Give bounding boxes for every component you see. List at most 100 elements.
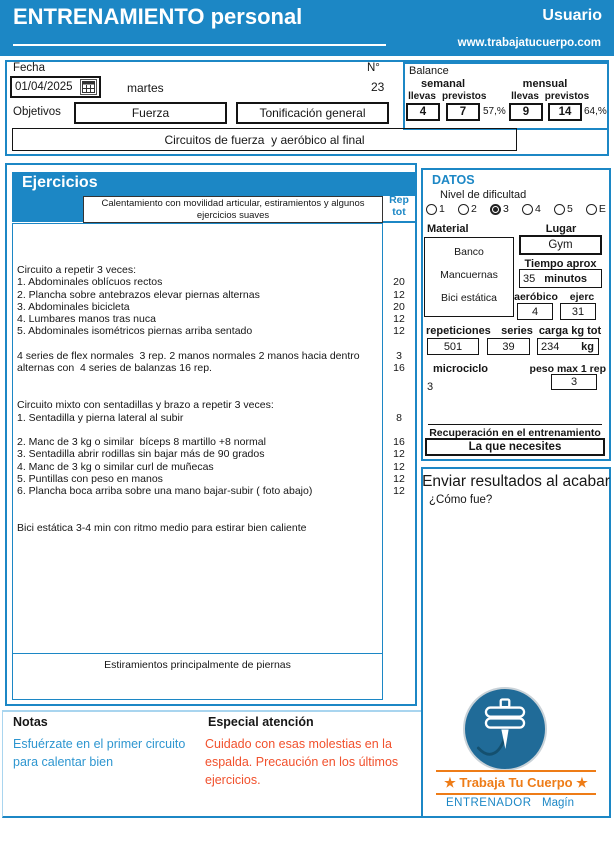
warmup-note: Calentamiento con movilidad articular, e… [83,196,383,223]
entrenador-label: ENTRENADOR [446,797,532,809]
tiempo-label: Tiempo aprox [524,258,597,270]
radio-icon [521,203,533,215]
semanal-llevas-field[interactable]: 4 [406,103,440,121]
especial-atencion-label: Especial atención [208,715,314,729]
exercise-row [13,510,382,522]
balance-label: Balance [409,65,449,77]
exercise-rep-value [383,264,415,276]
carga-label: carga kg tot [538,325,602,337]
peso-max-field[interactable]: 3 [551,374,597,390]
signpost-icon [476,698,526,756]
exercise-row: 1. Sentadilla y pierna lateral al subir [17,411,184,424]
datos-panel [421,168,611,461]
exercise-rep-value [383,510,415,522]
semanal-percent: 57,% [483,106,506,117]
exercise-rep-value: 3 [396,350,402,363]
objetivos-label: Objetivos [13,106,61,118]
exercise-rep-value: 12 [393,448,405,461]
aerobico-field[interactable]: 4 [517,303,553,320]
exercise-rep-value: 16 [393,362,405,375]
recuperacion-label: Recuperación en el entrenamiento [429,427,601,439]
objetivo-field-1[interactable]: Fuerza [74,102,227,124]
difficulty-radio-group: 1 2 3 4 5 E [426,202,606,216]
exercise-row: 6. Plancha boca arriba sobre una mano ba… [17,485,313,498]
exercise-list: Circuito a repetir 3 veces: 1. Abdominale… [12,223,383,700]
series-field[interactable]: 39 [487,338,530,355]
radio-option-label: 2 [470,203,477,215]
exercise-row: 2. Plancha sobre antebrazos elevar piern… [17,288,260,301]
difficulty-radio-1[interactable]: 1 [426,203,445,215]
exercise-row: alternas con 4 series de balanzas 16 rep… [17,362,212,375]
notas-text-field[interactable]: Esfuérzate en el primer circuito para ca… [13,737,186,770]
material-item: Banco [454,246,484,258]
difficulty-radio-4[interactable]: 4 [521,203,541,215]
rep-total-header: Rep tot [389,194,409,218]
radio-option-label: 1 [439,203,445,215]
aerobico-label: aeróbico [514,291,558,303]
previstos-label-mensual: previstos [544,91,590,102]
balance-box [403,62,609,130]
page-title: ENTRENAMIENTO personal [13,4,303,29]
difficulty-radio-5[interactable]: 5 [553,203,573,215]
mensual-previstos-field[interactable]: 14 [548,103,582,121]
recuperacion-field[interactable]: La que necesites [425,438,605,456]
tiempo-field[interactable]: 35 minutos [519,269,602,288]
semanal-previstos-field[interactable]: 7 [446,103,480,121]
repeticiones-label: repeticiones [426,325,491,337]
exercise-row: Bici estática 3-4 min con ritmo medio pa… [17,522,307,535]
mensual-llevas-field[interactable]: 9 [509,103,543,121]
carga-value: 234 [541,340,560,353]
session-number-label: N° [367,62,380,74]
peso-max-label: peso max 1 rep [529,363,606,375]
carga-field[interactable]: 234 kg [537,338,599,355]
radio-icon [585,203,597,215]
date-value: 01/04/2025 [15,81,73,93]
user-label: Usuario [542,7,602,24]
repeticiones-field[interactable]: 501 [427,338,479,355]
website-link[interactable]: www.trabajatucuerpo.com [457,37,601,49]
radio-option-label: 5 [566,203,573,215]
lugar-field[interactable]: Gym [519,235,602,255]
calendar-picker-button[interactable] [80,79,97,95]
ejerc-field[interactable]: 31 [560,303,596,320]
exercise-row [13,424,382,436]
especial-atencion-text-field[interactable]: Cuidado con esas molestias en la espalda… [205,737,399,788]
exercise-row [13,387,382,399]
difficulty-radio-3[interactable]: 3 [489,203,509,215]
rep-column-divider [383,221,415,223]
mensual-percent: 64,% [584,106,607,117]
radio-option-label: 4 [534,203,541,215]
radio-option-label: E [598,203,606,215]
header-bar: ENTRENAMIENTO personal Usuario www.traba… [0,0,614,56]
rep-column: 20 12 20 12 12 3 16 8 16 12 12 12 12 [383,223,415,535]
difficulty-radio-2[interactable]: 2 [457,203,477,215]
difficulty-radio-E[interactable]: E [585,203,606,215]
notes-section [2,710,421,818]
previstos-label-semanal: previstos [442,91,487,102]
como-fue-question[interactable]: ¿Cómo fue? [429,494,493,506]
session-description-field[interactable]: Circuitos de fuerza y aeróbico al final [12,128,517,151]
recuperacion-divider [428,424,602,425]
ejerc-label: ejerc [569,291,595,303]
exercise-rep-value: 20 [393,300,405,313]
radio-icon [553,203,565,215]
exercise-rep-value [383,498,415,510]
calendar-icon [82,81,95,93]
brand-logo [463,687,547,771]
material-item: Bici estática [440,292,498,304]
entrenador-name: Magín [542,797,574,809]
exercise-row: 5. Abdominales isométricos piernas arrib… [17,325,253,338]
brand-name: ★ Trabaja Tu Cuerpo ★ [436,770,596,795]
exercises-title-block [12,196,83,222]
date-input[interactable]: 01/04/2025 [10,76,101,98]
lugar-label: Lugar [545,223,577,235]
exercise-row: Circuito a repetir 3 veces: [17,264,137,276]
exercise-rep-value [383,375,415,387]
exercise-row [13,375,382,387]
exercise-rep-value [383,522,415,534]
exercise-rep-value: 12 [393,313,405,326]
microciclo-value: 3 [427,381,434,393]
tiempo-unit: minutos [544,272,588,285]
objetivo-field-2[interactable]: Tonificación general [236,102,389,124]
header-divider [13,44,386,46]
